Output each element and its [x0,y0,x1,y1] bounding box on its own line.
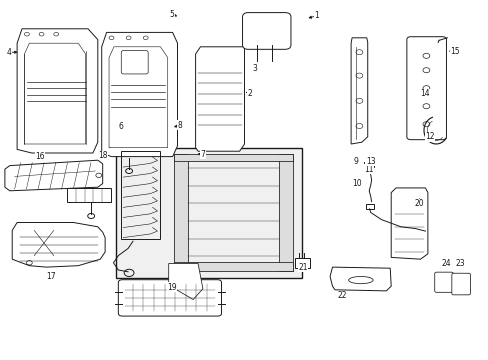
Text: 18: 18 [98,151,107,160]
FancyBboxPatch shape [121,50,148,74]
Text: 12: 12 [425,132,434,141]
Text: 24: 24 [440,259,450,268]
Bar [67,188,110,202]
Text: 11: 11 [364,165,373,174]
Bar [116,148,302,278]
Text: 6: 6 [119,122,123,131]
Bar [121,151,160,239]
Bar [365,204,373,209]
Text: 14: 14 [420,89,429,98]
Text: 20: 20 [414,199,424,208]
FancyBboxPatch shape [434,272,452,292]
Polygon shape [168,264,203,300]
FancyBboxPatch shape [451,273,469,295]
Text: 7: 7 [200,150,205,159]
Polygon shape [102,32,177,157]
Text: 3: 3 [252,64,257,73]
Polygon shape [17,29,98,153]
Text: 10: 10 [351,179,361,188]
Text: 8: 8 [177,121,182,130]
Text: 19: 19 [167,283,177,292]
Text: 15: 15 [449,47,459,56]
Text: 23: 23 [455,259,465,268]
Polygon shape [350,38,367,144]
FancyBboxPatch shape [242,13,290,49]
Polygon shape [5,160,102,191]
FancyBboxPatch shape [118,280,221,316]
Polygon shape [278,154,293,271]
Text: 17: 17 [46,272,56,281]
Bar [295,258,309,268]
Polygon shape [173,154,293,161]
Text: 13: 13 [365,157,375,166]
Polygon shape [12,222,105,267]
Polygon shape [390,188,427,259]
Polygon shape [329,267,390,291]
FancyBboxPatch shape [406,37,446,140]
Polygon shape [173,262,293,271]
Polygon shape [195,47,244,151]
Text: 1: 1 [314,12,319,21]
Polygon shape [173,154,188,271]
Text: 22: 22 [337,292,346,300]
Text: 16: 16 [35,152,45,161]
Text: 4: 4 [6,48,11,57]
Text: 21: 21 [298,263,307,272]
Text: 2: 2 [246,89,251,98]
Text: 5: 5 [169,10,174,19]
Text: 9: 9 [353,157,358,166]
Bar [364,162,373,167]
